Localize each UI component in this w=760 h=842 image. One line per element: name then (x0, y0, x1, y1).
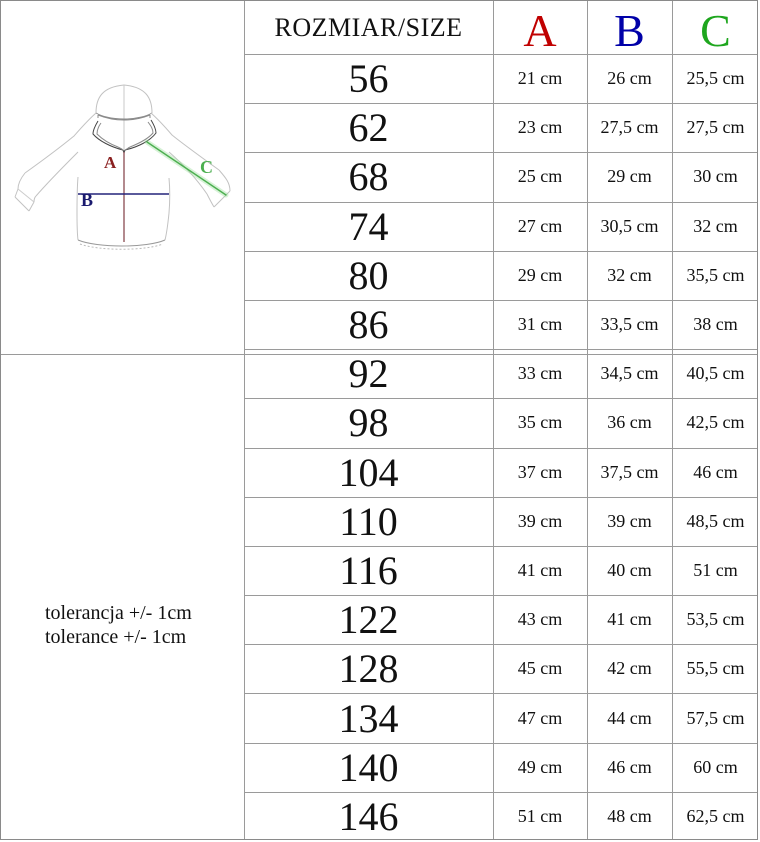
svg-text:B: B (81, 190, 93, 210)
svg-text:C: C (200, 157, 213, 177)
svg-text:A: A (104, 153, 117, 172)
